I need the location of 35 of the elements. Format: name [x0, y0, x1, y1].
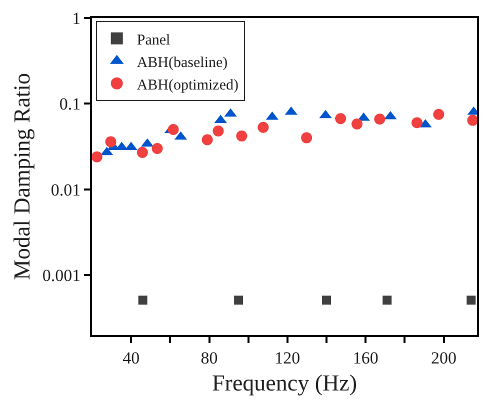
- legend-label: ABH(optimized): [136, 77, 239, 94]
- point: [168, 124, 179, 135]
- point: [234, 296, 244, 305]
- point: [136, 146, 148, 158]
- point: [202, 134, 213, 146]
- point: [152, 143, 163, 154]
- x-tick-label: 160: [352, 348, 378, 368]
- y-tick-label: 0.01: [50, 180, 81, 200]
- point: [236, 130, 248, 142]
- point: [412, 117, 422, 128]
- point: [433, 108, 444, 120]
- point: [335, 113, 346, 124]
- legend-label: Panel: [136, 32, 170, 48]
- legend-label: ABH(baseline): [136, 54, 228, 71]
- point: [322, 296, 332, 305]
- x-tick-label: 40: [122, 348, 140, 368]
- point: [92, 151, 102, 162]
- x-axis-title: Frequency (Hz): [212, 370, 357, 396]
- point: [374, 114, 386, 125]
- x-tick-label: 80: [200, 348, 218, 368]
- point: [382, 296, 392, 305]
- point: [138, 296, 148, 305]
- point: [105, 136, 116, 148]
- x-tick-label: 120: [274, 348, 300, 368]
- point: [212, 126, 224, 137]
- y-tick-label: 1: [72, 8, 81, 28]
- y-tick-label: 0.001: [42, 266, 81, 286]
- point: [301, 132, 312, 144]
- point: [467, 114, 477, 126]
- x-tick-label: 200: [431, 348, 457, 368]
- y-tick-label: 0.1: [59, 94, 81, 114]
- y-axis-title: Modal Damping Ratio: [9, 73, 34, 280]
- point: [466, 296, 476, 305]
- point: [352, 118, 363, 130]
- point: [258, 122, 269, 133]
